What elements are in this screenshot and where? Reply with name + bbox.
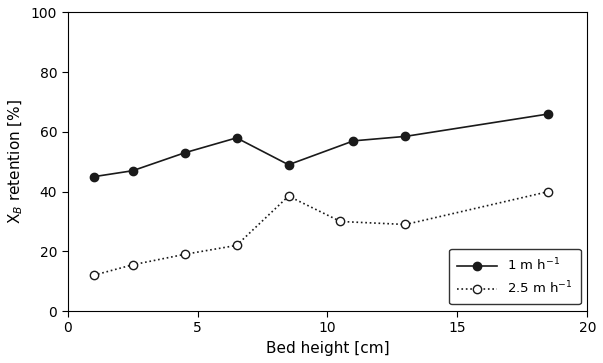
Line: 2.5 m h$^{-1}$: 2.5 m h$^{-1}$ [89,187,552,280]
1 m h$^{-1}$ [285,163,292,167]
2.5 m h$^{-1}$ [233,243,240,248]
2.5 m h$^{-1}$ [402,222,409,227]
Line: 1 m h$^{-1}$: 1 m h$^{-1}$ [89,110,552,181]
1 m h$^{-1}$ [233,136,240,140]
Legend: 1 m h$^{-1}$, 2.5 m h$^{-1}$: 1 m h$^{-1}$, 2.5 m h$^{-1}$ [449,249,581,305]
1 m h$^{-1}$ [90,175,97,179]
2.5 m h$^{-1}$ [337,219,344,224]
2.5 m h$^{-1}$ [90,273,97,277]
2.5 m h$^{-1}$ [545,189,552,194]
1 m h$^{-1}$ [129,168,136,173]
2.5 m h$^{-1}$ [129,262,136,267]
2.5 m h$^{-1}$ [285,194,292,198]
1 m h$^{-1}$ [350,139,357,143]
2.5 m h$^{-1}$ [181,252,188,257]
X-axis label: Bed height [cm]: Bed height [cm] [266,341,390,356]
Y-axis label: X$_B$ retention [%]: X$_B$ retention [%] [7,99,25,224]
1 m h$^{-1}$ [402,134,409,139]
1 m h$^{-1}$ [545,112,552,116]
1 m h$^{-1}$ [181,151,188,155]
